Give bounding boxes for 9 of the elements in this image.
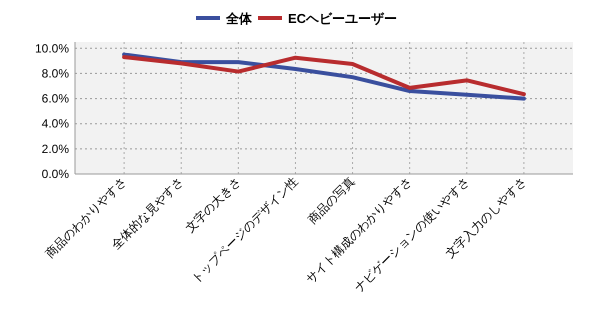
y-tick-label: 10.0%	[34, 41, 70, 56]
y-tick-label: 0.0%	[42, 167, 70, 181]
legend-label: 全体	[225, 11, 253, 26]
x-tick-label: 商品の写真	[305, 174, 358, 227]
y-tick-label: 8.0%	[42, 66, 70, 80]
y-tick-label: 2.0%	[42, 142, 70, 156]
y-tick-label: 4.0%	[42, 116, 70, 131]
y-tick-label: 6.0%	[42, 92, 70, 106]
legend-label: ECヘビーユーザー	[288, 11, 398, 26]
